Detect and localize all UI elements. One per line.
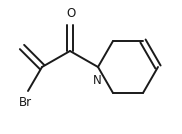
Text: N: N <box>93 74 101 87</box>
Text: Br: Br <box>18 96 31 109</box>
Text: O: O <box>66 7 76 20</box>
